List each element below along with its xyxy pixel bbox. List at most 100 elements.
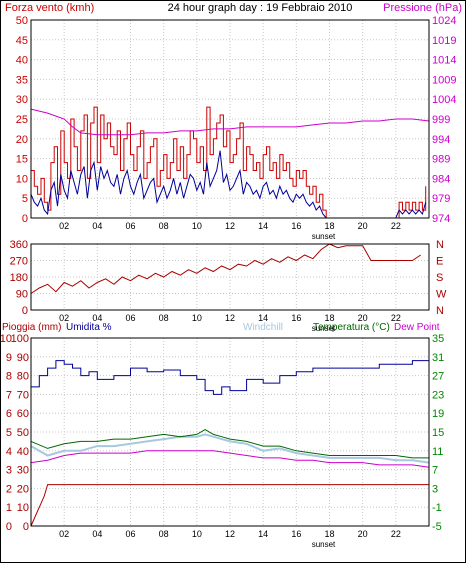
temperature-tick-label: 27 bbox=[432, 371, 444, 383]
temperature-tick-label: 23 bbox=[432, 389, 444, 401]
pressure-tick-label: 984 bbox=[432, 173, 450, 185]
chart-title: 24 hour graph day : 19 Febbraio 2010 bbox=[168, 2, 353, 14]
compass-tick-label: N bbox=[436, 305, 444, 317]
humidity-tick-label: 0 bbox=[23, 521, 29, 533]
humidity-tick-label: 40 bbox=[17, 446, 29, 458]
humidity-tick-label: 10 bbox=[17, 502, 29, 514]
wind-tick-label: 10 bbox=[16, 173, 28, 185]
rain-tick-label: 9 bbox=[6, 352, 12, 364]
wind-gust-line bbox=[31, 106, 427, 219]
x-tick-label: 18 bbox=[324, 529, 334, 539]
temperature-line bbox=[30, 429, 429, 459]
humidity-tick-label: 100 bbox=[11, 333, 29, 345]
humidity-tick-label: 30 bbox=[17, 465, 29, 477]
x-tick-label: 02 bbox=[59, 313, 69, 323]
wind-axis-title: Forza vento (kmh) bbox=[5, 2, 94, 14]
x-tick-label: 04 bbox=[92, 313, 102, 323]
x-tick-label: 02 bbox=[59, 221, 69, 231]
direction-tick-label: 270 bbox=[10, 256, 28, 268]
legend-dew-point: Dew Point bbox=[394, 322, 440, 333]
rain-line bbox=[30, 484, 430, 527]
x-tick-label: 06 bbox=[125, 529, 135, 539]
direction-tick-label: 180 bbox=[10, 272, 28, 284]
humidity-tick-label: 60 bbox=[17, 408, 29, 420]
rain-tick-label: 1 bbox=[6, 502, 12, 514]
temperature-tick-label: 15 bbox=[432, 427, 444, 439]
wind-tick-label: 25 bbox=[16, 114, 28, 126]
x-tick-label: 22 bbox=[391, 221, 401, 231]
x-tick-label: 04 bbox=[92, 529, 102, 539]
dew-point-line bbox=[30, 450, 430, 468]
panel-2-frame bbox=[30, 337, 430, 527]
compass-tick-label: W bbox=[436, 289, 447, 301]
x-tick-label: 20 bbox=[358, 313, 368, 323]
rain-tick-label: 8 bbox=[6, 371, 12, 383]
x-tick-label: 16 bbox=[291, 313, 301, 323]
wind-tick-label: 35 bbox=[16, 74, 28, 86]
legend-windchill: Windchill bbox=[243, 322, 283, 333]
humidity-tick-label: 70 bbox=[17, 389, 29, 401]
humidity-tick-label: 20 bbox=[17, 483, 29, 495]
x-tick-label: 02 bbox=[59, 529, 69, 539]
x-tick-label: 14 bbox=[258, 529, 268, 539]
temperature-tick-label: -1 bbox=[432, 502, 442, 514]
compass-tick-label: S bbox=[436, 272, 443, 284]
pressure-tick-label: 994 bbox=[432, 134, 450, 146]
panel-1-frame bbox=[30, 243, 430, 311]
sunset-label: sunset bbox=[312, 540, 336, 549]
sunset-label: sunset bbox=[312, 232, 336, 241]
rain-tick-label: 5 bbox=[6, 427, 12, 439]
wind-average-line bbox=[30, 150, 427, 219]
x-tick-label: 06 bbox=[125, 221, 135, 231]
wind-tick-label: 20 bbox=[16, 134, 28, 146]
temperature-tick-label: 7 bbox=[432, 465, 438, 477]
pressure-tick-label: 989 bbox=[432, 154, 450, 166]
pressure-tick-label: 1014 bbox=[432, 55, 456, 67]
x-tick-label: 20 bbox=[358, 529, 368, 539]
rain-tick-label: 10 bbox=[0, 333, 12, 345]
humidity-tick-label: 80 bbox=[17, 371, 29, 383]
wind-direction-line bbox=[30, 243, 421, 294]
wind-tick-label: 45 bbox=[16, 35, 28, 47]
legend-humidity: Umidita % bbox=[66, 322, 112, 333]
pressure-line bbox=[30, 108, 430, 136]
temperature-tick-label: 35 bbox=[432, 333, 444, 345]
rain-tick-label: 2 bbox=[6, 483, 12, 495]
wind-tick-label: 40 bbox=[16, 55, 28, 67]
x-tick-label: 04 bbox=[92, 221, 102, 231]
humidity-tick-label: 50 bbox=[17, 427, 29, 439]
x-tick-label: 12 bbox=[225, 313, 235, 323]
pressure-tick-label: 999 bbox=[432, 114, 450, 126]
rain-tick-label: 6 bbox=[6, 408, 12, 420]
x-tick-label: 10 bbox=[192, 221, 202, 231]
x-tick-label: 10 bbox=[192, 313, 202, 323]
x-tick-label: 16 bbox=[291, 221, 301, 231]
temperature-tick-label: 31 bbox=[432, 352, 444, 364]
temperature-tick-label: -5 bbox=[432, 521, 442, 533]
wind-tick-label: 5 bbox=[22, 193, 28, 205]
x-tick-label: 08 bbox=[159, 221, 169, 231]
pressure-tick-label: 1009 bbox=[432, 74, 456, 86]
pressure-tick-label: 1019 bbox=[432, 35, 456, 47]
direction-tick-label: 360 bbox=[10, 239, 28, 251]
legend-temperature: Temperatura (°C) bbox=[313, 322, 390, 333]
wind-tick-label: 0 bbox=[22, 213, 28, 225]
panel-0-frame bbox=[30, 19, 430, 219]
x-tick-label: 14 bbox=[258, 221, 268, 231]
pressure-tick-label: 1004 bbox=[432, 94, 456, 106]
x-tick-label: 16 bbox=[291, 529, 301, 539]
rain-tick-label: 7 bbox=[6, 389, 12, 401]
wind-tick-label: 30 bbox=[16, 94, 28, 106]
wind-tick-label: 15 bbox=[16, 154, 28, 166]
x-tick-label: 08 bbox=[159, 313, 169, 323]
compass-tick-label: N bbox=[436, 239, 444, 251]
compass-tick-label: E bbox=[436, 256, 443, 268]
x-tick-label: 12 bbox=[225, 529, 235, 539]
legend-rain: Pioggia (mm) bbox=[2, 322, 61, 333]
x-tick-label: 12 bbox=[225, 221, 235, 231]
windchill-line bbox=[30, 433, 430, 464]
sunset-label: sunset bbox=[312, 324, 336, 333]
x-tick-label: 20 bbox=[358, 221, 368, 231]
